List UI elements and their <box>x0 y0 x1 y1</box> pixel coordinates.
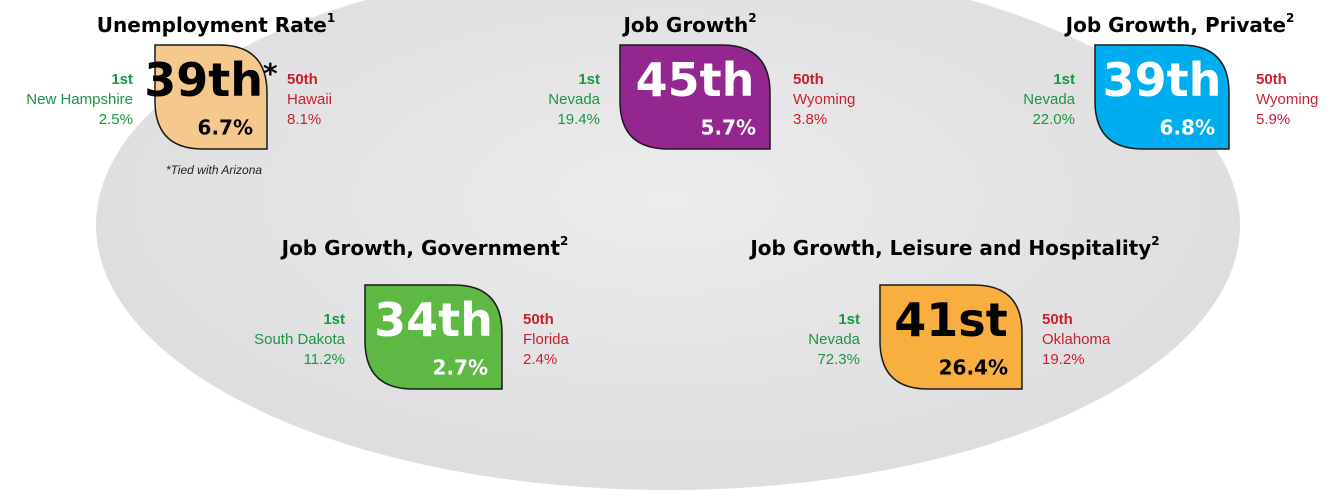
rank-box <box>1094 44 1230 150</box>
worst-rank: 50th <box>1042 311 1073 328</box>
worst-state: Oklahoma <box>1042 331 1111 348</box>
best-value: 11.2% <box>304 351 345 368</box>
rank-value: 26.4% <box>939 356 1008 380</box>
best-rank: 1st <box>111 71 133 88</box>
rank-box <box>154 44 268 150</box>
worst-state: Florida <box>523 331 570 348</box>
rank-box <box>879 284 1023 390</box>
panel-title: Unemployment Rate1 <box>97 11 335 37</box>
rank-value: 2.7% <box>433 356 488 380</box>
best-state: Nevada <box>1023 91 1075 108</box>
panel-title: Job Growth, Leisure and Hospitality2 <box>748 234 1159 260</box>
best-state: South Dakota <box>254 331 346 348</box>
best-rank: 1st <box>1053 71 1075 88</box>
worst-value: 19.2% <box>1042 351 1085 368</box>
worst-state: Wyoming <box>1256 91 1318 108</box>
footnote-ref: 1 <box>327 11 335 25</box>
panel-title: Job Growth, Private2 <box>1064 11 1295 37</box>
best-value: 72.3% <box>817 351 860 368</box>
rank-text: 45th <box>636 53 755 107</box>
panel-title: Job Growth2 <box>621 11 756 37</box>
worst-state: Wyoming <box>793 91 855 108</box>
rank-mark: * <box>263 57 278 90</box>
worst-state: Hawaii <box>287 91 332 108</box>
title-text: Job Growth, Leisure and Hospitality <box>748 236 1151 260</box>
worst-value: 5.9% <box>1256 111 1290 128</box>
title-text: Job Growth, Government <box>280 236 561 260</box>
rank: 41st <box>894 293 1007 347</box>
rank-text: 34th <box>374 293 493 347</box>
footnote-ref: 2 <box>1151 234 1159 248</box>
footnote-ref: 2 <box>1286 11 1294 25</box>
panel-title: Job Growth, Government2 <box>280 234 569 260</box>
best-state: New Hampshire <box>26 91 133 108</box>
rank-text: 39th <box>144 53 263 107</box>
rank-value: 5.7% <box>701 116 756 140</box>
rank-value: 6.8% <box>1160 116 1215 140</box>
best-state: Nevada <box>808 331 860 348</box>
best-state: Nevada <box>548 91 600 108</box>
best-rank: 1st <box>838 311 860 328</box>
worst-rank: 50th <box>1256 71 1287 88</box>
worst-rank: 50th <box>793 71 824 88</box>
rank: 45th <box>636 53 755 107</box>
best-value: 19.4% <box>557 111 600 128</box>
footnote-ref: 2 <box>560 234 568 248</box>
rank: 34th <box>374 293 493 347</box>
title-text: Job Growth <box>621 13 748 37</box>
rank-box <box>364 284 503 390</box>
footnote: *Tied with Arizona <box>166 163 262 177</box>
rank-text: 39th <box>1103 53 1222 107</box>
rank-text: 41st <box>894 293 1007 347</box>
worst-value: 2.4% <box>523 351 557 368</box>
best-value: 22.0% <box>1032 111 1075 128</box>
rank: 39th <box>1103 53 1222 107</box>
worst-rank: 50th <box>287 71 318 88</box>
best-rank: 1st <box>578 71 600 88</box>
worst-rank: 50th <box>523 311 554 328</box>
worst-value: 8.1% <box>287 111 321 128</box>
best-rank: 1st <box>323 311 345 328</box>
best-value: 2.5% <box>99 111 133 128</box>
worst-value: 3.8% <box>793 111 827 128</box>
rank: 39th* <box>144 53 278 107</box>
rank-value: 6.7% <box>198 116 253 140</box>
title-text: Unemployment Rate <box>97 13 327 37</box>
footnote-ref: 2 <box>748 11 756 25</box>
title-text: Job Growth, Private <box>1064 13 1286 37</box>
rank-box <box>619 44 771 150</box>
